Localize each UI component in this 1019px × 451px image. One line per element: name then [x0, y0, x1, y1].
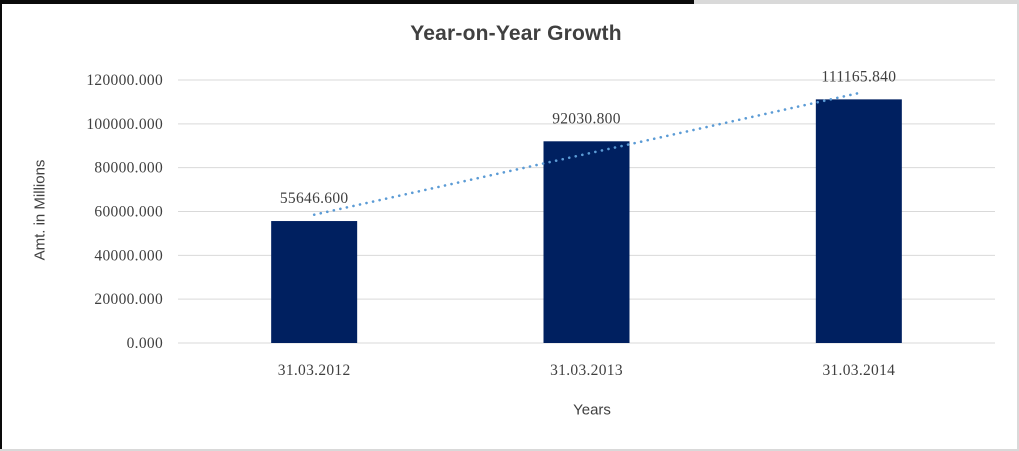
top-border-dark-segment: [0, 0, 694, 4]
x-category-label: 31.03.2014: [822, 362, 895, 379]
x-category-label: 31.03.2013: [550, 362, 623, 379]
y-tick-label: 80000.000: [94, 160, 163, 177]
bar[interactable]: [815, 99, 902, 343]
data-label: 55646.600: [280, 190, 349, 207]
x-axis-title: Years: [573, 401, 611, 419]
chart-title: Year-on-Year Growth: [410, 22, 622, 45]
y-tick-label: 40000.000: [94, 247, 163, 264]
x-category-label: 31.03.2012: [278, 362, 351, 379]
y-tick-label: 60000.000: [94, 204, 163, 221]
left-border: [0, 0, 2, 451]
trendline: [312, 91, 861, 217]
data-label: 92030.800: [552, 110, 621, 127]
right-border: [1017, 0, 1019, 451]
data-label: 111165.840: [821, 68, 896, 85]
bottom-border: [0, 449, 1019, 451]
y-tick-label: 120000.000: [86, 72, 163, 89]
y-tick-label: 100000.000: [86, 116, 163, 133]
bar[interactable]: [543, 141, 630, 343]
y-tick-label: 0.000: [127, 335, 163, 352]
y-tick-label: 20000.000: [94, 291, 163, 308]
top-border-gray-segment: [694, 0, 1019, 4]
bar[interactable]: [271, 221, 358, 343]
